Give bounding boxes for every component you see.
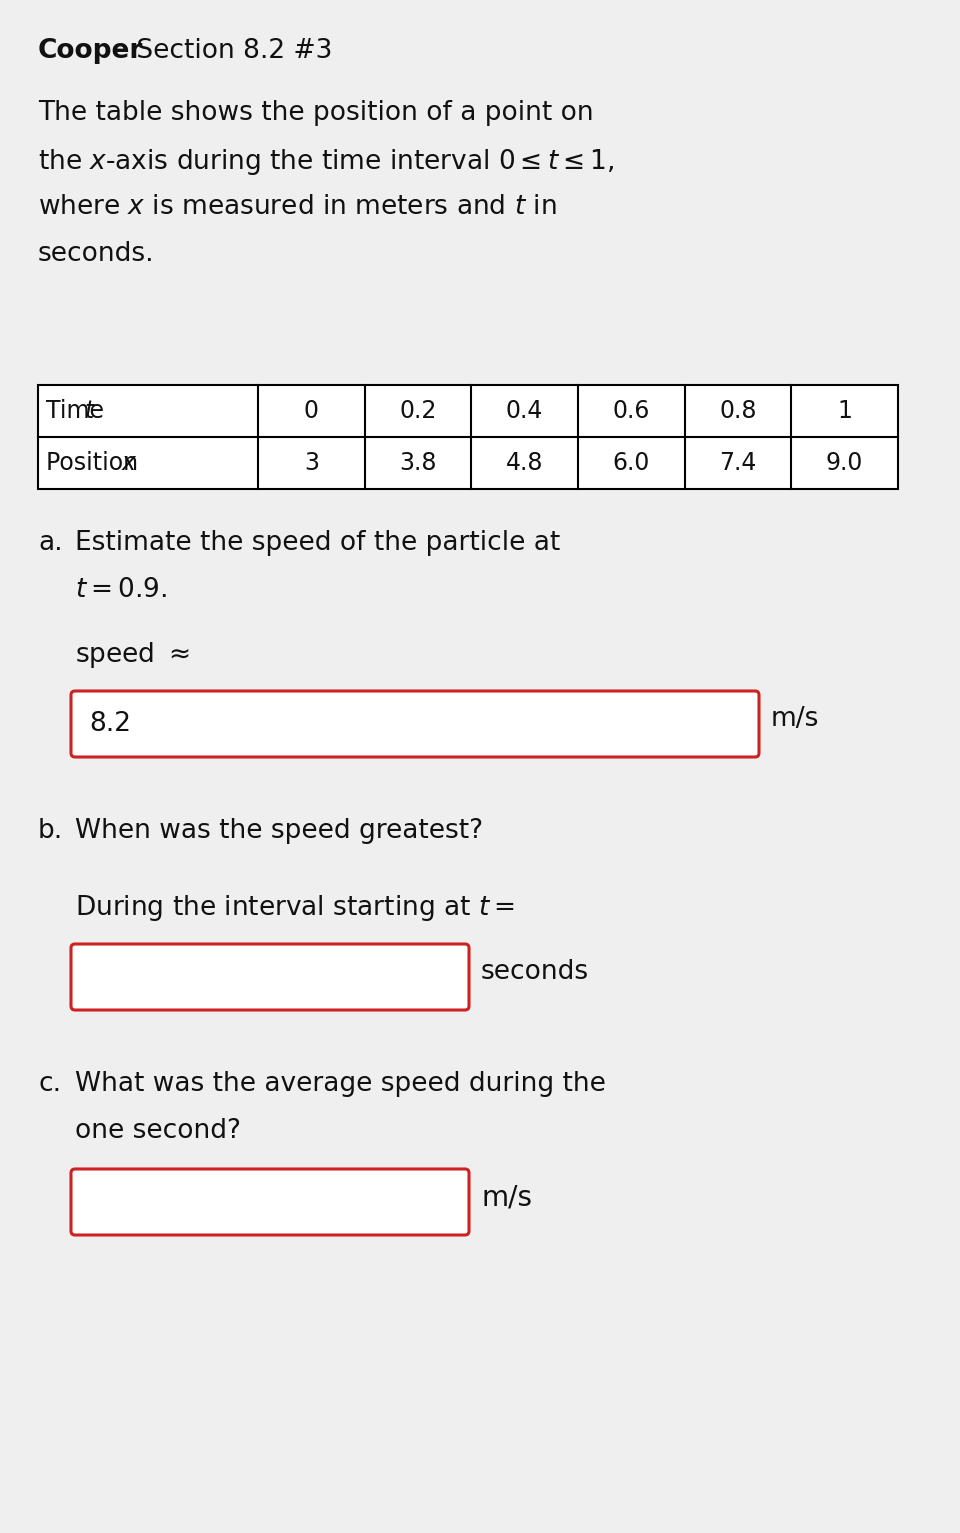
Text: When was the speed greatest?: When was the speed greatest? bbox=[75, 819, 483, 845]
Text: b.: b. bbox=[38, 819, 63, 845]
Text: Cooper: Cooper bbox=[38, 38, 143, 64]
Text: one second?: one second? bbox=[75, 1118, 241, 1144]
Text: where $x$ is measured in meters and $t$ in: where $x$ is measured in meters and $t$ … bbox=[38, 195, 557, 221]
Text: 3: 3 bbox=[303, 451, 319, 475]
Text: t: t bbox=[84, 399, 93, 423]
Text: 4.8: 4.8 bbox=[506, 451, 543, 475]
Text: the $x$-axis during the time interval $0 \leq t \leq 1$,: the $x$-axis during the time interval $0… bbox=[38, 147, 614, 176]
Bar bbox=[38, 385, 898, 489]
Text: speed $\approx$: speed $\approx$ bbox=[75, 639, 189, 670]
FancyBboxPatch shape bbox=[71, 1170, 469, 1236]
Text: What was the average speed during the: What was the average speed during the bbox=[75, 1072, 606, 1098]
Text: 6.0: 6.0 bbox=[612, 451, 650, 475]
Text: a.: a. bbox=[38, 530, 62, 556]
Text: 0.4: 0.4 bbox=[506, 399, 543, 423]
Text: 1: 1 bbox=[837, 399, 852, 423]
Text: 3.8: 3.8 bbox=[399, 451, 437, 475]
FancyBboxPatch shape bbox=[71, 691, 759, 757]
Text: Time: Time bbox=[46, 399, 111, 423]
Text: Estimate the speed of the particle at: Estimate the speed of the particle at bbox=[75, 530, 561, 556]
Text: m/s: m/s bbox=[481, 1183, 532, 1211]
Text: seconds.: seconds. bbox=[38, 241, 155, 267]
Text: During the interval starting at $t =$: During the interval starting at $t =$ bbox=[75, 894, 515, 923]
Text: x: x bbox=[122, 451, 136, 475]
Text: 0.6: 0.6 bbox=[612, 399, 650, 423]
Text: 9.0: 9.0 bbox=[826, 451, 863, 475]
Text: $t = 0.9.$: $t = 0.9.$ bbox=[75, 576, 167, 602]
Text: 7.4: 7.4 bbox=[719, 451, 756, 475]
Text: The table shows the position of a point on: The table shows the position of a point … bbox=[38, 100, 593, 126]
Text: 0.2: 0.2 bbox=[399, 399, 437, 423]
Text: m/s: m/s bbox=[771, 707, 820, 731]
FancyBboxPatch shape bbox=[71, 944, 469, 1010]
Text: Position: Position bbox=[46, 451, 146, 475]
Text: Section 8.2 #3: Section 8.2 #3 bbox=[128, 38, 332, 64]
Text: 0: 0 bbox=[303, 399, 319, 423]
Text: 0.8: 0.8 bbox=[719, 399, 756, 423]
Text: c.: c. bbox=[38, 1072, 61, 1098]
Text: 8.2: 8.2 bbox=[89, 711, 131, 737]
Text: seconds: seconds bbox=[481, 960, 589, 986]
